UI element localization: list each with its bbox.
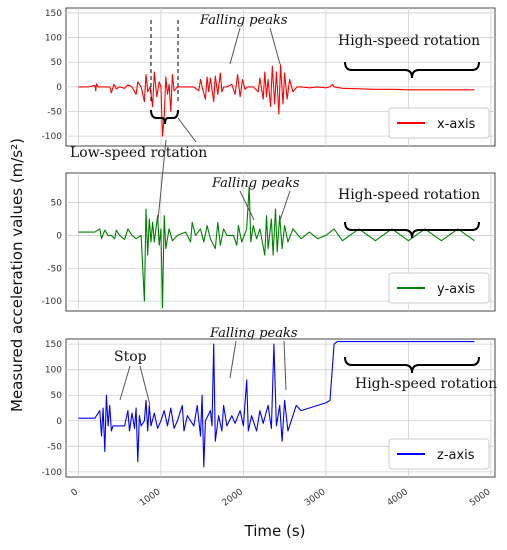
x-axis-panel: -100 -50 0 50 100 150 x-axis: [42, 7, 496, 147]
y-tick-label: 100: [45, 366, 62, 376]
annotation-arrow: [279, 190, 291, 221]
high-speed-brace: [344, 221, 480, 239]
y-axis-label: Measured acceleration values (m/s²): [8, 138, 26, 412]
y-tick-label: 0: [56, 417, 62, 427]
x-tick-labels: 0 1000 2000 3000 4000 5000: [70, 487, 493, 508]
y-tick-label: 100: [45, 34, 62, 44]
y-tick-label: 50: [51, 391, 63, 401]
legend-box: [388, 107, 490, 139]
z-panel-annotations: Falling peaks Stop High-speed rotation: [114, 326, 497, 406]
x-axis-label: Time (s): [244, 522, 306, 540]
annotation-arrow: [229, 27, 241, 65]
series-line: [78, 64, 475, 137]
legend-box: [388, 272, 490, 304]
x-tick-label: 3000: [303, 487, 328, 508]
y-axis-panel: -100 -50 0 50 y-axis: [42, 172, 496, 312]
x-panel-annotations: Falling peaks High-speed rotation Low-sp…: [70, 13, 480, 161]
falling-peaks-label: Falling peaks: [209, 326, 298, 341]
y-tick-label: 0: [56, 231, 62, 241]
y-tick-label: -50: [47, 442, 62, 452]
y-tick-label: -50: [47, 108, 62, 118]
legend-label: z-axis: [437, 448, 475, 463]
high-speed-label: High-speed rotation: [338, 33, 480, 49]
y-tick-label: -100: [42, 468, 63, 478]
y-tick-label: 150: [45, 340, 62, 350]
series-line: [78, 341, 475, 468]
stop-label: Stop: [114, 349, 147, 365]
y-tick-label: 150: [45, 9, 62, 19]
low-speed-brace: [150, 109, 179, 125]
annotation-arrow: [139, 365, 151, 406]
legend-label: x-axis: [437, 117, 476, 132]
y-tick-label: -50: [47, 264, 62, 274]
x-tick-label: 4000: [386, 487, 411, 508]
z-axis-panel: -100 -50 0 50 100 150 z-axis: [42, 338, 496, 478]
legend-box: [388, 438, 490, 470]
y-tick-label: 50: [51, 58, 63, 68]
annotation-arrow: [283, 340, 287, 391]
x-tick-label: 5000: [468, 487, 493, 508]
low-speed-label: Low-speed rotation: [70, 145, 207, 161]
annotation-arrow: [177, 117, 197, 143]
high-speed-brace: [344, 61, 480, 79]
x-tick-label: 0: [70, 487, 81, 499]
x-tick-label: 1000: [138, 487, 163, 508]
legend-label: y-axis: [437, 282, 475, 297]
annotation-arrow: [269, 27, 281, 65]
high-speed-label: High-speed rotation: [338, 187, 480, 203]
y-tick-label: 0: [56, 83, 62, 93]
x-tick-label: 2000: [221, 487, 246, 508]
y-tick-label: -100: [42, 132, 63, 142]
annotation-arrow: [239, 190, 255, 221]
y-tick-label: -100: [42, 297, 63, 307]
falling-peaks-label: Falling peaks: [211, 176, 300, 191]
y-panel-annotations: Falling peaks High-speed rotation: [157, 139, 480, 239]
annotation-arrow: [119, 365, 131, 401]
annotation-arrow: [157, 139, 167, 221]
series-line: [78, 185, 475, 309]
high-speed-label: High-speed rotation: [355, 376, 497, 392]
high-speed-brace: [344, 356, 480, 374]
annotation-arrow: [229, 340, 237, 379]
y-tick-label: 50: [51, 199, 63, 209]
falling-peaks-label: Falling peaks: [199, 13, 288, 28]
